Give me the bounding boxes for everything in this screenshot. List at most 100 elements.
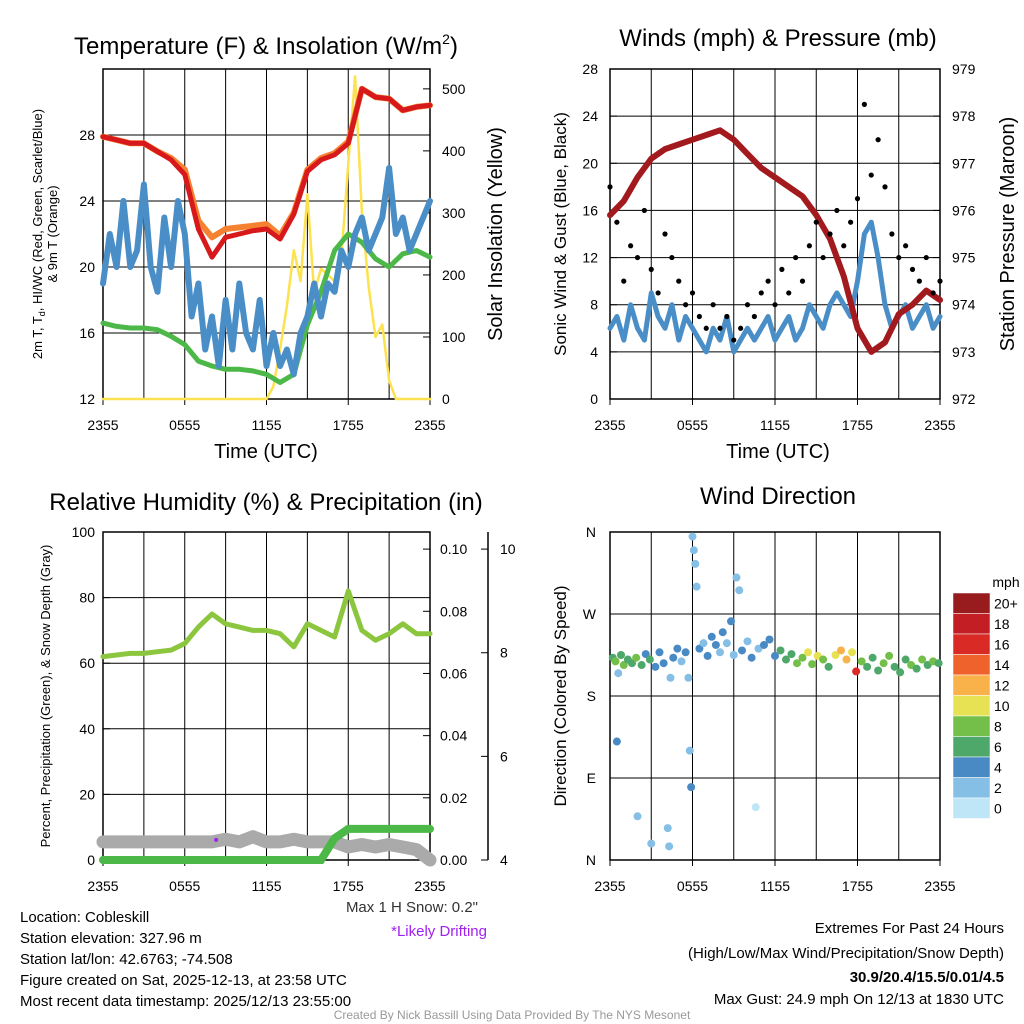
x-tick-label: 0555: [169, 417, 200, 433]
right-y-tick-label: 978: [952, 108, 976, 124]
right-y-tick-label: 6: [500, 748, 508, 764]
wind-direction-point: [666, 673, 675, 682]
wind-direction-point: [695, 644, 704, 653]
x-tick-label: 0555: [677, 878, 708, 894]
humidity-y-label: Percent, Precipitation (Green), & Snow D…: [38, 545, 53, 848]
wind-direction-point: [673, 644, 682, 653]
colorbar-label: 14: [994, 657, 1010, 673]
left-y-tick-label: 12: [79, 391, 95, 407]
station-elevation: Station elevation: 327.96 m: [20, 930, 202, 947]
colorbar-swatch: [952, 797, 991, 819]
wind-direction-point: [681, 648, 690, 657]
gust-point: [662, 231, 668, 237]
wind-direction-point: [611, 657, 620, 666]
left-y-tick-label: 8: [590, 297, 598, 313]
wind-direction-point: [645, 655, 654, 664]
x-tick-label: 0555: [169, 878, 200, 894]
gust-point: [903, 243, 909, 249]
colorbar-swatch: [952, 736, 991, 758]
gust-point: [923, 254, 929, 261]
gust-point: [710, 302, 716, 308]
wind-direction-point: [716, 648, 724, 657]
x-tick-label: 2355: [594, 417, 625, 433]
left-y-tick-label: 60: [79, 655, 95, 671]
wind-direction-point: [842, 655, 851, 664]
left-y-tick-label: 20: [79, 786, 95, 802]
wind-direction-point: [684, 673, 693, 682]
wind-direction-point: [732, 573, 741, 582]
wind-direction-point: [874, 666, 883, 675]
wind-direction-point: [614, 669, 623, 678]
extremes-title: Extremes For Past 24 Hours: [815, 920, 1004, 937]
station-location: Location: Cobleskill: [20, 909, 149, 926]
right-y-tick-label: 100: [442, 329, 466, 345]
gust-point: [751, 313, 757, 320]
gust-point: [889, 231, 895, 237]
gust-point: [758, 290, 764, 296]
wind-direction-point: [703, 651, 712, 660]
x-tick-label: 2355: [594, 878, 625, 894]
gust-point: [786, 290, 792, 296]
insolation-y-label: Solar Insolation (Yellow): [485, 127, 507, 341]
x-tick-label: 2355: [414, 417, 445, 433]
gust-point: [689, 290, 696, 296]
gust-point: [628, 243, 634, 249]
gust-point: [896, 254, 902, 261]
right-y-tick-label: 976: [952, 202, 976, 218]
colorbar-label: 0: [994, 800, 1002, 816]
x-tick-label: 1755: [842, 417, 873, 433]
wind-direction-point: [685, 746, 694, 755]
wind-direction-point: [665, 842, 674, 851]
right-y-tick-label: 972: [952, 391, 976, 407]
right-y-tick-label: 0.06: [440, 665, 467, 681]
x-tick-label: 1155: [760, 878, 790, 894]
wind-direction-point: [776, 646, 785, 655]
wind-direction-point: [738, 646, 746, 655]
colorbar-label: 18: [994, 616, 1010, 632]
left-y-tick-label: N: [586, 524, 596, 540]
wind-direction-point: [692, 582, 701, 591]
wind-direction-point: [711, 640, 720, 649]
colorbar-swatch: [952, 756, 991, 778]
gust-point: [717, 325, 723, 331]
wind-direction-point: [798, 653, 807, 662]
x-tick-label: 2355: [414, 878, 445, 894]
station-latlon: Station lat/lon: 42.6763; -74.508: [20, 951, 233, 968]
wind-direction-point: [868, 653, 877, 662]
max-gust: Max Gust: 24.9 mph On 12/13 at 1830 UTC: [714, 991, 1004, 1008]
colorbar-label: 4: [994, 759, 1002, 775]
x-tick-label: 1755: [842, 878, 873, 894]
wind-direction-point: [633, 812, 642, 821]
wind-direction-point: [837, 646, 845, 655]
x-tick-label: 2355: [924, 878, 955, 894]
left-y-tick-label: E: [587, 770, 596, 786]
wind-direction-point: [751, 803, 760, 812]
wind-direction-point: [663, 824, 672, 833]
colorbar-swatch: [952, 674, 991, 696]
wind-direction-point: [687, 783, 696, 792]
wind-direction-point: [918, 655, 927, 664]
colorbar-swatch: [952, 592, 991, 614]
gust-point: [772, 302, 778, 308]
gust-point: [779, 266, 785, 272]
left-y-tick-label: 16: [79, 325, 95, 341]
gust-point: [614, 219, 620, 225]
gust-point: [607, 184, 613, 190]
right-y-tick-label: 8: [500, 645, 508, 661]
panel-4-axes: 2355 0555 1155 1755 2355 N E S W N: [583, 524, 956, 894]
right-y-tick-label: 500: [442, 81, 466, 97]
wind-direction-point: [760, 640, 768, 649]
gust-point: [641, 207, 647, 214]
wind-direction-point: [669, 653, 678, 662]
x-tick-label: 1155: [251, 878, 281, 894]
wind-direction-point: [743, 637, 752, 646]
gust-point: [731, 337, 737, 343]
gust-point: [820, 254, 826, 261]
gust-point: [868, 172, 874, 178]
left-y-tick-label: S: [587, 688, 596, 704]
wind-direction-point: [765, 635, 774, 644]
gust-point: [793, 254, 799, 261]
wind-direction-point: [729, 651, 738, 659]
wind-direction-point: [637, 661, 646, 670]
wind-direction-point: [641, 650, 650, 659]
